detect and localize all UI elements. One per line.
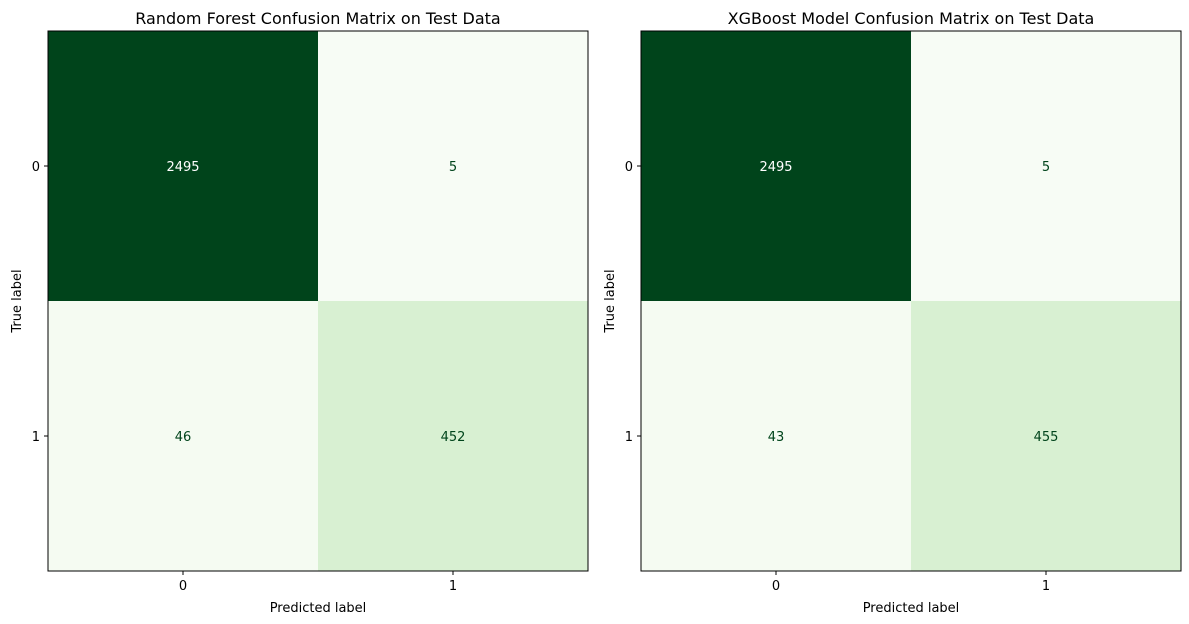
x-tick-label-0: 0 bbox=[772, 579, 780, 594]
cell-0-1 bbox=[911, 31, 1181, 301]
chart-title: Random Forest Confusion Matrix on Test D… bbox=[135, 9, 500, 28]
cell-labels: 2495 5 46 452 bbox=[166, 160, 465, 445]
axes-frame bbox=[47, 30, 589, 572]
cell-1-0 bbox=[641, 301, 911, 571]
cell-labels: 2495 5 43 455 bbox=[759, 160, 1058, 445]
cell-value-1-0: 43 bbox=[768, 430, 785, 445]
x-tick-label-0: 0 bbox=[179, 579, 187, 594]
y-axis-label: True label bbox=[10, 269, 25, 333]
y-tick-label-1: 1 bbox=[32, 430, 40, 445]
chart-random-forest: Random Forest Confusion Matrix on Test D… bbox=[10, 9, 589, 616]
x-tick-label-1: 1 bbox=[1042, 579, 1050, 594]
y-tick-label-1: 1 bbox=[625, 430, 633, 445]
cell-value-1-1: 452 bbox=[441, 430, 466, 445]
cell-value-0-1: 5 bbox=[449, 160, 457, 175]
cell-0-0 bbox=[641, 31, 911, 301]
cell-1-1 bbox=[318, 301, 588, 571]
cell-0-1 bbox=[318, 31, 588, 301]
chart-title: XGBoost Model Confusion Matrix on Test D… bbox=[728, 9, 1095, 28]
cell-0-0 bbox=[48, 31, 318, 301]
y-tick-label-0: 0 bbox=[32, 160, 40, 175]
cell-value-0-0: 2495 bbox=[759, 160, 792, 175]
x-tick-label-1: 1 bbox=[449, 579, 457, 594]
axes-frame bbox=[640, 30, 1182, 572]
y-tick-label-0: 0 bbox=[625, 160, 633, 175]
cell-value-1-0: 46 bbox=[175, 430, 192, 445]
x-axis-label: Predicted label bbox=[270, 601, 367, 616]
cells-group bbox=[48, 31, 588, 571]
cell-1-0 bbox=[48, 301, 318, 571]
cells-group bbox=[641, 31, 1181, 571]
cell-value-0-0: 2495 bbox=[166, 160, 199, 175]
y-ticks: 01 bbox=[625, 160, 641, 445]
y-axis-label: True label bbox=[603, 269, 618, 333]
x-axis-label: Predicted label bbox=[863, 601, 960, 616]
chart-xgboost: XGBoost Model Confusion Matrix on Test D… bbox=[603, 9, 1182, 616]
cell-value-1-1: 455 bbox=[1034, 430, 1059, 445]
y-ticks: 01 bbox=[32, 160, 48, 445]
cell-1-1 bbox=[911, 301, 1181, 571]
cell-value-0-1: 5 bbox=[1042, 160, 1050, 175]
